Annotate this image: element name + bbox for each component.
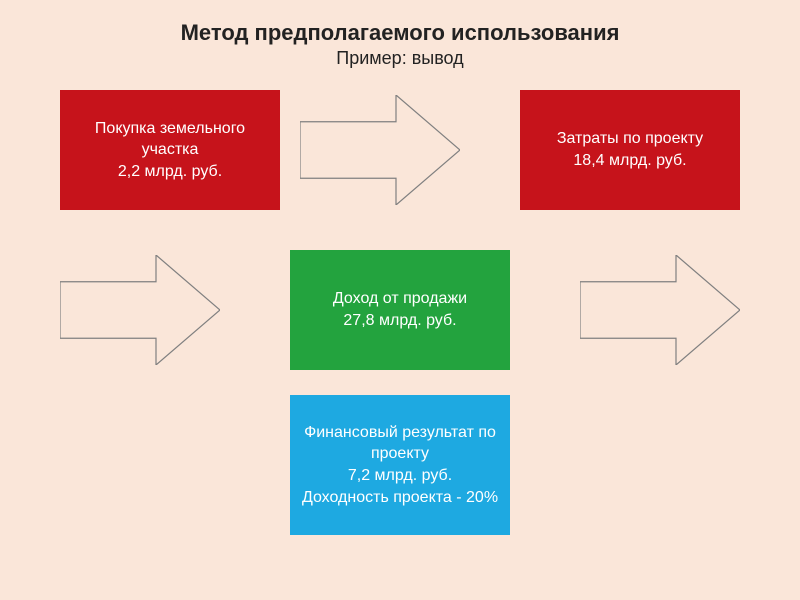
box-result-line1: Финансовый результат по проекту [298,422,502,465]
box-income: Доход от продажи 27,8 млрд. руб. [290,250,510,370]
box-result-line3: Доходность проекта - 20% [302,487,498,509]
box-purchase: Покупка земельного участка 2,2 млрд. руб… [60,90,280,210]
box-result: Финансовый результат по проекту 7,2 млрд… [290,395,510,535]
box-costs: Затраты по проекту 18,4 млрд. руб. [520,90,740,210]
box-costs-line1: Затраты по проекту [557,128,703,150]
box-income-line1: Доход от продажи [333,288,467,310]
box-costs-line2: 18,4 млрд. руб. [573,150,686,172]
arrow-right-icon [580,255,740,365]
box-purchase-line2: 2,2 млрд. руб. [118,161,222,183]
box-income-line2: 27,8 млрд. руб. [343,310,456,332]
arrow-right-icon [300,95,460,205]
page-title: Метод предполагаемого использования [0,20,800,46]
box-purchase-line1: Покупка земельного участка [68,118,272,161]
page-subtitle: Пример: вывод [0,48,800,69]
box-result-line2: 7,2 млрд. руб. [348,465,452,487]
arrow-right-icon [60,255,220,365]
